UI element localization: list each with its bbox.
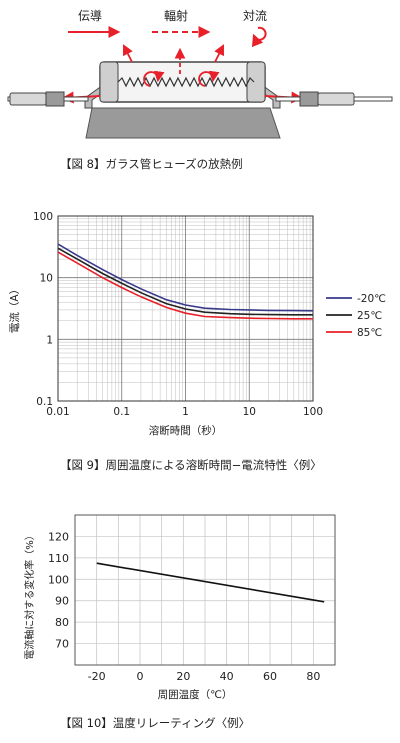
fig8-caption: 【図 8】ガラス管ヒューズの放熱例 — [60, 157, 243, 171]
left-terminal — [9, 92, 47, 106]
legend-label-0: -20℃ — [357, 293, 386, 305]
series-line-2 — [57, 251, 313, 320]
y-tick-label: 0.1 — [36, 396, 53, 408]
y-tick-label: 70 — [55, 638, 69, 651]
y-tick-label: 10 — [40, 273, 53, 285]
x-tick-label: 40 — [220, 670, 234, 683]
fig10-caption: 【図 10】温度リレーティング〈例〉 — [60, 716, 251, 730]
x-tick-label: 0.01 — [46, 406, 69, 418]
series-line-0 — [96, 562, 325, 603]
x-tick-label: 60 — [263, 670, 277, 683]
series-line-1 — [57, 247, 313, 316]
label-radiation: 輻射 — [164, 8, 188, 23]
label-conduction: 伝導 — [78, 9, 102, 23]
left-connector — [45, 91, 65, 107]
series-line-0 — [57, 243, 314, 312]
legend-label-1: 25℃ — [357, 310, 382, 322]
plot-frame — [57, 215, 314, 402]
x-tick-label: 100 — [303, 406, 323, 418]
x-axis-label: 溶断時間（秒） — [149, 424, 223, 437]
y-tick-label: 110 — [48, 552, 69, 565]
end-cap-right — [246, 61, 266, 103]
internal-convection-arrow-2 — [198, 70, 220, 87]
label-convection: 対流 — [243, 9, 267, 23]
fig9-caption: 【図 9】周囲温度による溶断時間−電流特性〈例〉 — [60, 458, 322, 472]
y-tick-label: 120 — [48, 530, 69, 543]
x-tick-label: 1 — [182, 406, 189, 418]
y-tick-label: 100 — [33, 211, 53, 223]
y-axis-label: 電流軸に対する変化率（%） — [23, 530, 36, 660]
fuse-element — [117, 76, 255, 88]
x-tick-label: 0 — [137, 670, 144, 683]
temperature-rerating-chart: -20 0 20 40 60 80 70 80 90 100 110 120 周囲温度（℃） 電流軸に対す… — [23, 514, 336, 701]
x-tick-label: 20 — [176, 670, 190, 683]
up-arrow-right — [214, 44, 224, 63]
y-tick-label: 80 — [55, 616, 69, 629]
x-tick-label: 10 — [243, 406, 256, 418]
base-block — [85, 107, 281, 139]
right-connector — [299, 91, 319, 107]
internal-convection-arrow-1 — [143, 70, 165, 87]
end-cap-left — [99, 61, 119, 103]
y-tick-label: 100 — [48, 573, 69, 586]
y-tick-label: 90 — [55, 595, 69, 608]
x-tick-label: 0.1 — [113, 406, 130, 418]
fusing-time-current-chart: 0.01 0.1 1 10 1000.1110100-20℃25℃85℃溶断時間（秒）電… — [8, 211, 386, 437]
y-tick-label: 1 — [46, 334, 53, 346]
convection-arrow — [251, 26, 267, 48]
legend-label-2: 85℃ — [357, 327, 382, 339]
plot-frame — [74, 514, 336, 666]
y-axis-label: 電流（A） — [8, 284, 21, 333]
right-terminal — [317, 92, 355, 106]
up-arrow-left — [123, 44, 133, 63]
x-axis-label: 周囲温度（℃） — [158, 688, 233, 701]
x-tick-label: 80 — [306, 670, 320, 683]
fuse-heat-dissipation-diagram: 伝導 輻射 対流 — [7, 8, 393, 139]
x-tick-label: -20 — [88, 670, 106, 683]
